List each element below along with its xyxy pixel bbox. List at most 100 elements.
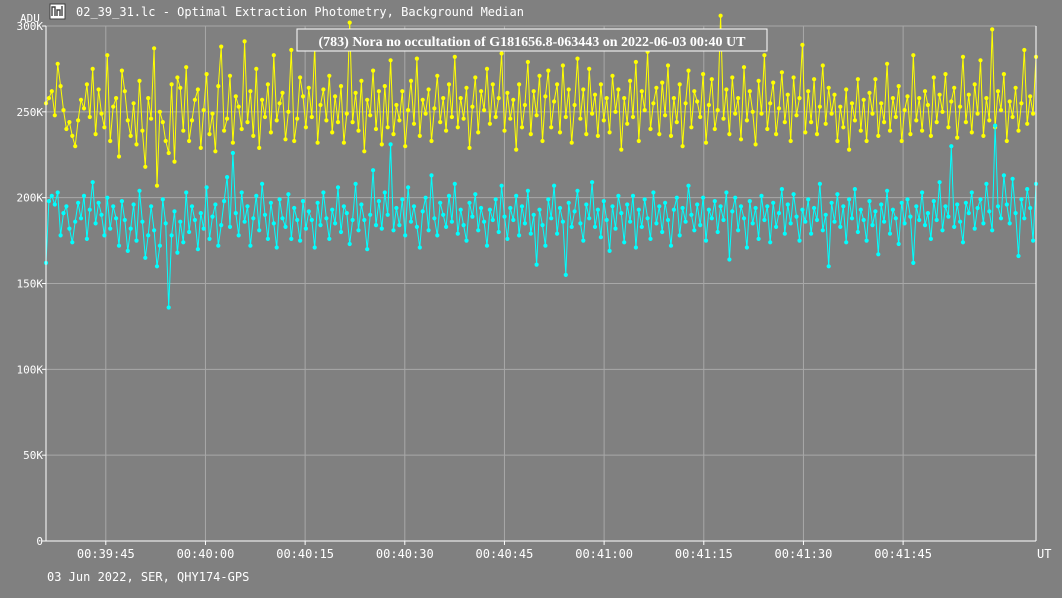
data-point (528, 132, 533, 137)
data-point (385, 125, 390, 130)
data-point (257, 145, 262, 150)
data-point (922, 223, 928, 228)
data-point (762, 53, 767, 58)
data-point (458, 96, 463, 101)
data-point (461, 116, 466, 121)
data-point (403, 233, 408, 238)
data-point (966, 92, 971, 97)
data-point (990, 228, 995, 233)
data-point (978, 197, 983, 202)
data-point (195, 87, 200, 92)
data-point (295, 116, 300, 121)
data-point (943, 204, 948, 209)
data-point (949, 99, 954, 104)
data-point (365, 247, 370, 252)
data-point (245, 120, 250, 125)
data-point (189, 204, 195, 209)
data-point (718, 204, 723, 209)
data-point (753, 205, 758, 211)
data-point (359, 78, 364, 83)
data-point (578, 221, 583, 226)
data-point (70, 133, 75, 138)
data-point (400, 89, 405, 94)
data-point (774, 224, 779, 229)
data-point (414, 56, 419, 61)
data-point (721, 217, 726, 223)
data-point (411, 204, 417, 209)
data-point (595, 133, 601, 138)
data-point (844, 87, 849, 92)
data-point (715, 108, 720, 113)
data-point (292, 205, 297, 211)
data-point (473, 75, 478, 80)
data-point (195, 247, 200, 252)
data-point (99, 212, 104, 217)
data-point (470, 214, 475, 219)
data-point (768, 240, 773, 245)
y-tick-label: 50K (23, 449, 43, 462)
data-point (630, 193, 636, 198)
data-point (149, 204, 154, 209)
data-point (356, 228, 361, 233)
data-point (800, 207, 805, 212)
data-point (58, 84, 63, 89)
data-point (1019, 101, 1024, 106)
data-point (864, 238, 869, 243)
data-point (838, 104, 843, 109)
data-point (528, 231, 533, 236)
data-point (654, 221, 659, 226)
data-point (149, 116, 154, 121)
data-point (741, 65, 747, 70)
data-point (776, 106, 782, 111)
data-point (844, 240, 849, 245)
data-point (330, 130, 335, 135)
data-point (137, 78, 142, 83)
data-point (750, 221, 755, 226)
data-point (499, 51, 504, 56)
data-point (260, 97, 265, 102)
data-point (972, 226, 977, 231)
data-point (347, 20, 352, 25)
data-point (128, 226, 133, 231)
data-point (578, 116, 583, 121)
data-point (990, 27, 995, 32)
data-point (569, 140, 574, 145)
data-point (1007, 99, 1012, 104)
y-tick-label: 200K (17, 192, 44, 205)
data-point (525, 59, 531, 65)
data-point (306, 209, 311, 214)
data-point (616, 193, 621, 198)
data-point (271, 53, 276, 58)
data-point (616, 87, 621, 92)
data-point (674, 195, 679, 200)
data-point (222, 128, 227, 133)
data-point (823, 212, 828, 217)
chart-title-box: (783) Nora no occultation of G181656.8-0… (296, 28, 768, 52)
data-point (96, 87, 101, 92)
data-point (683, 219, 688, 224)
data-point (1028, 94, 1033, 99)
data-point (125, 118, 130, 123)
data-point (712, 126, 717, 132)
data-point (105, 53, 110, 58)
data-point (128, 133, 133, 138)
data-point (76, 200, 81, 205)
data-point (771, 200, 776, 205)
data-point (584, 202, 589, 207)
data-point (333, 94, 338, 99)
data-point (341, 204, 346, 209)
data-point (847, 197, 852, 202)
data-point (665, 217, 671, 223)
data-point (280, 90, 285, 95)
data-point (709, 77, 714, 82)
data-point (756, 236, 761, 241)
data-point (630, 114, 636, 120)
data-point (692, 228, 697, 233)
data-point (417, 133, 422, 138)
data-point (335, 120, 341, 125)
data-point (423, 111, 428, 116)
data-point (706, 207, 712, 212)
data-point (455, 231, 460, 236)
data-point (490, 82, 495, 87)
